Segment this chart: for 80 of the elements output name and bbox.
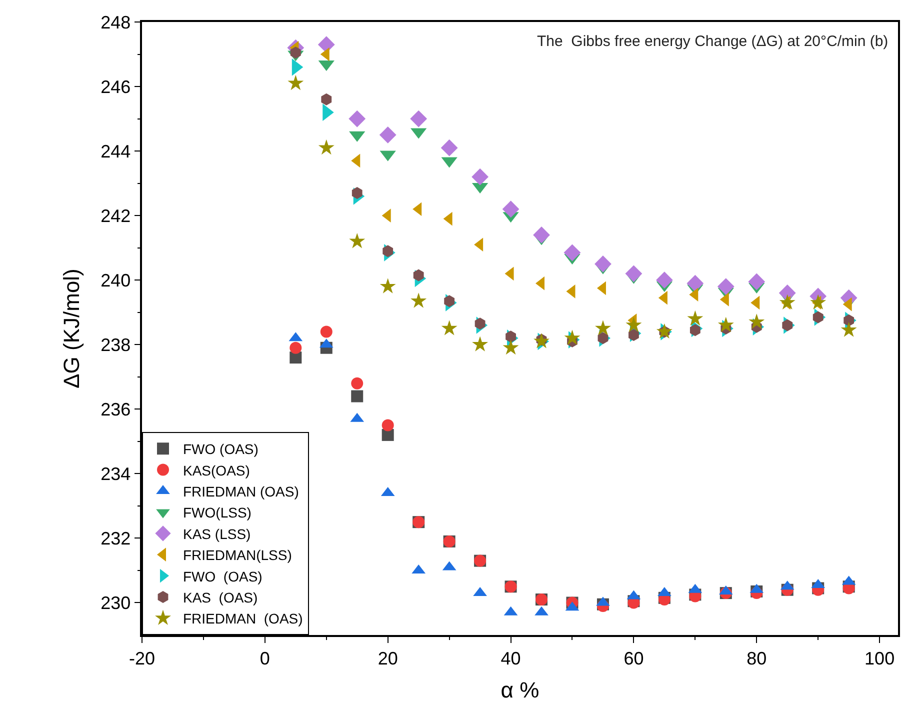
point xyxy=(502,339,519,355)
point xyxy=(844,314,854,326)
x-tick-label: 100 xyxy=(864,648,895,668)
point xyxy=(320,326,332,338)
point xyxy=(506,330,516,343)
point xyxy=(349,232,366,248)
point xyxy=(410,110,428,128)
point xyxy=(782,319,793,332)
legend-label: KAS (LSS) xyxy=(183,526,251,542)
legend-label: FRIEDMAN(LSS) xyxy=(183,547,292,564)
x-axis-title: α % xyxy=(500,678,540,703)
point xyxy=(380,278,396,294)
point xyxy=(840,322,857,337)
point xyxy=(810,294,826,310)
point xyxy=(594,320,611,336)
x-tick-label: 40 xyxy=(500,648,521,668)
y-tick-label: 232 xyxy=(100,528,131,549)
y-tick-label: 248 xyxy=(100,12,131,32)
point xyxy=(352,186,362,199)
point xyxy=(502,200,520,218)
legend-label: KAS(OAS) xyxy=(183,462,250,478)
point xyxy=(379,126,396,144)
y-tick-label: 238 xyxy=(100,334,131,355)
point xyxy=(748,314,765,329)
y-tick-label: 234 xyxy=(100,464,131,484)
point xyxy=(533,226,550,244)
x-tick-label: 20 xyxy=(378,648,398,668)
y-tick-label: 244 xyxy=(100,141,131,162)
point xyxy=(656,323,672,339)
x-tick-label: -20 xyxy=(128,648,156,668)
legend-label: KAS (OAS) xyxy=(183,589,258,606)
x-tick-label: 0 xyxy=(260,648,270,668)
x-tick-label: 60 xyxy=(624,648,644,668)
point xyxy=(321,93,332,106)
point xyxy=(410,292,427,308)
point xyxy=(290,46,301,59)
point xyxy=(441,320,458,336)
y-tick-label: 246 xyxy=(100,76,131,97)
y-tick-label: 242 xyxy=(100,206,131,226)
point xyxy=(382,245,394,258)
point xyxy=(564,244,581,262)
point xyxy=(564,330,580,345)
point xyxy=(413,269,424,282)
point xyxy=(351,377,364,390)
point xyxy=(351,390,364,402)
point xyxy=(598,332,608,344)
legend-label: FWO(LSS) xyxy=(183,504,252,521)
point xyxy=(594,256,612,272)
point xyxy=(812,311,824,324)
point xyxy=(625,265,642,282)
legend-label: FRIEDMAN (OAS) xyxy=(183,483,299,500)
point xyxy=(472,336,488,352)
point xyxy=(687,310,704,326)
point xyxy=(748,273,766,290)
point xyxy=(626,316,642,332)
legend-label: FRIEDMAN (OAS) xyxy=(183,610,303,627)
point xyxy=(717,278,734,296)
point xyxy=(472,168,488,186)
point xyxy=(348,110,366,128)
point xyxy=(656,272,673,289)
x-tick-label: 80 xyxy=(746,648,767,668)
text: The Gibbs free energy Change (ΔG) at 20°C/min (b) xyxy=(537,33,888,50)
legend-label: FWO (OAS) xyxy=(183,568,262,584)
point xyxy=(686,274,704,292)
point xyxy=(290,342,302,354)
point xyxy=(628,328,639,341)
point xyxy=(474,318,486,330)
point xyxy=(382,419,394,432)
point xyxy=(444,295,455,308)
point xyxy=(690,324,700,336)
point xyxy=(318,139,334,155)
y-axis-title: ΔG (KJ/mol) xyxy=(58,268,84,388)
point xyxy=(440,139,458,156)
point xyxy=(779,294,796,310)
y-tick-label: 236 xyxy=(100,399,131,420)
legend-label: FWO (OAS) xyxy=(183,441,258,458)
y-tick-label: 240 xyxy=(100,270,131,290)
y-tick-label: 230 xyxy=(100,593,131,614)
point xyxy=(288,74,304,90)
point xyxy=(718,316,734,332)
